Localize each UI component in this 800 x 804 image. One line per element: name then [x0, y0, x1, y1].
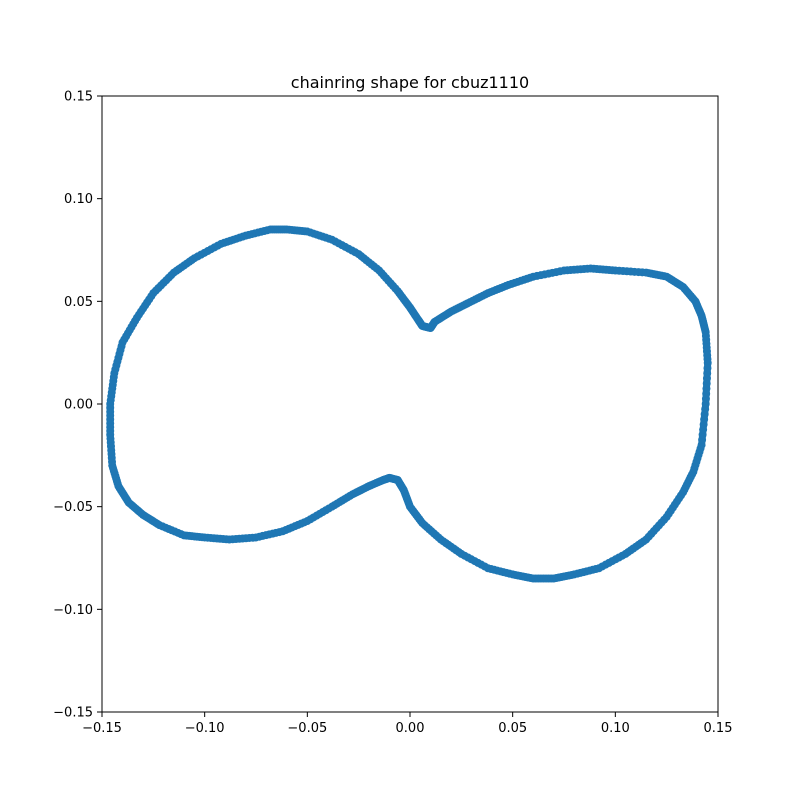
plot-frame	[101, 95, 719, 713]
y-tick-label: 0.00	[64, 398, 93, 413]
x-tick-label: 0.15	[704, 721, 733, 736]
x-tick-label: 0.10	[601, 721, 630, 736]
chart-title: chainring shape for cbuz1110	[291, 73, 529, 92]
x-tick-label: 0.05	[498, 721, 527, 736]
y-tick-label: 0.10	[64, 192, 93, 207]
data-points	[106, 225, 712, 583]
x-tick-label: −0.15	[82, 721, 122, 736]
y-axis-ticks: −0.15 −0.10 −0.05 0.00 0.05 0.10 0.15	[53, 90, 102, 721]
x-axis-ticks: −0.15 −0.10 −0.05 0.00 0.05 0.10 0.15	[82, 712, 732, 736]
data-point	[703, 364, 712, 373]
x-tick-label: −0.05	[287, 721, 327, 736]
y-tick-label: −0.15	[53, 706, 93, 721]
x-tick-label: 0.00	[396, 721, 425, 736]
x-tick-label: −0.10	[185, 721, 225, 736]
y-tick-label: 0.15	[64, 90, 93, 105]
y-tick-label: 0.05	[64, 295, 93, 310]
y-tick-label: −0.05	[53, 500, 93, 515]
y-tick-label: −0.10	[53, 603, 93, 618]
